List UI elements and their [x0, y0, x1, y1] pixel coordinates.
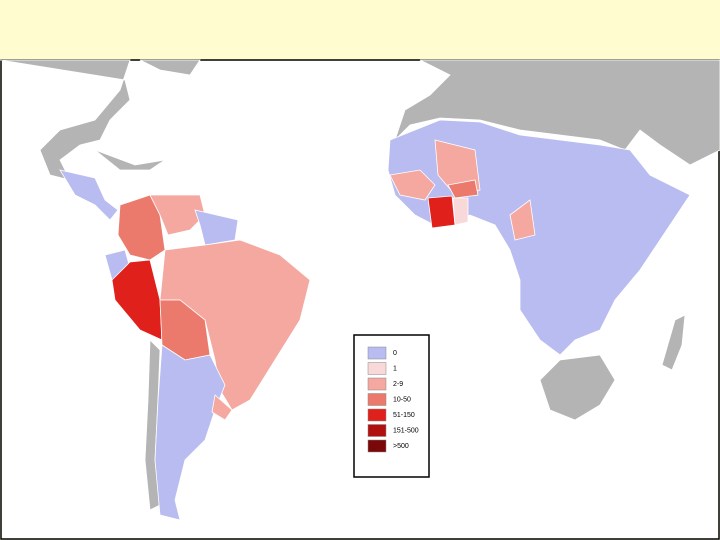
- map: 0 1 2-9 10-50 51-150 151-500 >500: [0, 59, 720, 540]
- venezuela: [149, 194, 206, 236]
- header-band: [0, 0, 720, 58]
- legend-label: 10-50: [393, 396, 411, 403]
- legend-label: >500: [393, 443, 409, 450]
- legend-label: 51-150: [393, 412, 415, 419]
- legend-swatch: [367, 439, 387, 453]
- central-america: [59, 169, 119, 221]
- legend-swatch: [367, 362, 387, 375]
- legend-label: 0: [393, 350, 397, 357]
- senegal-guinea: [389, 169, 436, 201]
- argentina: [154, 344, 226, 521]
- legend-label: 2-9: [393, 381, 403, 388]
- cote-divoire: [427, 195, 456, 229]
- legend: 0 1 2-9 10-50 51-150 151-500 >500: [367, 346, 419, 453]
- legend-label: 1: [393, 365, 397, 372]
- caribbean: [94, 149, 166, 171]
- legend-swatch: [367, 377, 387, 391]
- madagascar: [661, 314, 686, 371]
- countries: [59, 119, 691, 521]
- legend-swatch: [367, 346, 387, 360]
- legend-swatch: [367, 393, 387, 406]
- north-africa-europe: [394, 59, 720, 166]
- burkina-faso: [447, 179, 479, 199]
- uruguay: [211, 394, 233, 421]
- legend-swatch: [367, 408, 387, 422]
- legend-swatch: [367, 424, 387, 437]
- legend-label: 151-500: [393, 427, 419, 434]
- cameroon: [509, 199, 536, 241]
- legend-box: [353, 334, 430, 478]
- southern-africa: [539, 354, 616, 421]
- ghana: [452, 197, 469, 226]
- greenland: [139, 59, 201, 76]
